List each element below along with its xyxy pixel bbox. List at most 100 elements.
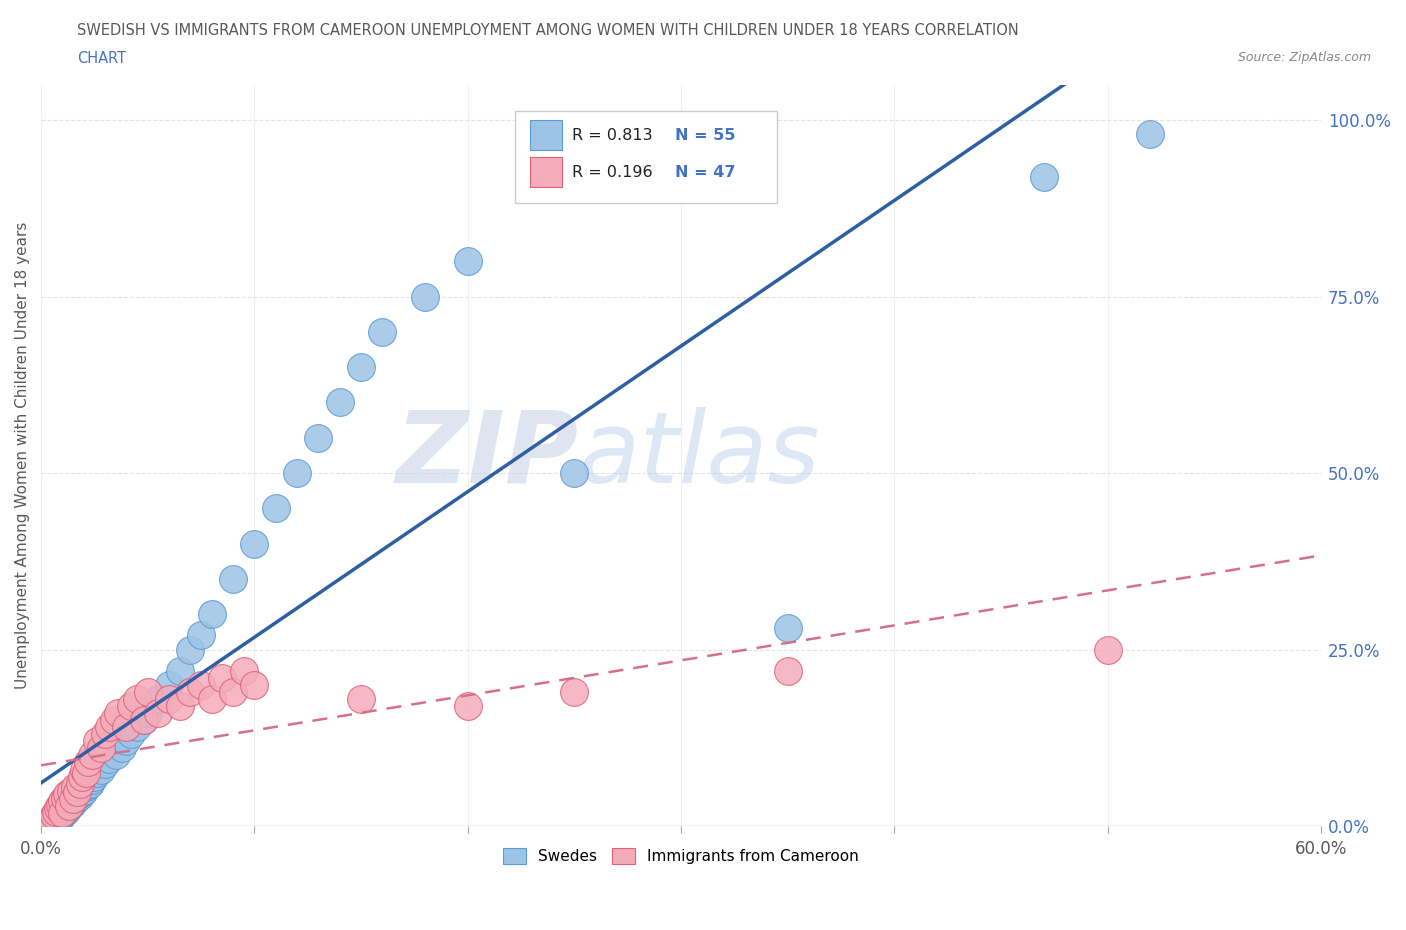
Point <box>98 720 121 735</box>
Point <box>222 571 245 586</box>
Point <box>46 801 69 816</box>
Point <box>1032 169 1054 184</box>
Legend: Swedes, Immigrants from Cameroon: Swedes, Immigrants from Cameroon <box>496 842 865 870</box>
Point <box>59 797 82 812</box>
Point <box>59 783 82 798</box>
Point <box>190 628 212 643</box>
Point <box>77 777 100 792</box>
Point <box>111 741 134 756</box>
Point <box>1097 642 1119 657</box>
Point <box>55 801 77 816</box>
Point <box>232 663 254 678</box>
Point <box>190 677 212 692</box>
Point <box>148 692 170 707</box>
FancyBboxPatch shape <box>530 157 562 187</box>
Point <box>120 698 142 713</box>
Text: CHART: CHART <box>77 51 127 66</box>
Point <box>83 769 105 784</box>
Point <box>243 677 266 692</box>
Point <box>66 785 89 800</box>
Text: SWEDISH VS IMMIGRANTS FROM CAMEROON UNEMPLOYMENT AMONG WOMEN WITH CHILDREN UNDER: SWEDISH VS IMMIGRANTS FROM CAMEROON UNEM… <box>77 23 1019 38</box>
Point <box>127 692 149 707</box>
Point <box>58 799 80 814</box>
Point <box>243 537 266 551</box>
Point <box>41 812 63 827</box>
Text: atlas: atlas <box>579 407 820 504</box>
Point <box>148 706 170 721</box>
Point <box>136 706 159 721</box>
Point <box>307 431 329 445</box>
Text: N = 47: N = 47 <box>675 165 735 179</box>
Point <box>62 794 84 809</box>
Point <box>49 810 72 825</box>
Point <box>70 785 93 800</box>
Point <box>285 466 308 481</box>
Point <box>264 501 287 516</box>
Point <box>120 727 142 742</box>
Point <box>94 727 117 742</box>
Point <box>82 748 104 763</box>
FancyBboxPatch shape <box>515 111 778 204</box>
Point <box>222 684 245 699</box>
Point <box>371 325 394 339</box>
Point <box>37 815 59 830</box>
Point <box>104 748 127 763</box>
Point <box>73 762 96 777</box>
Point <box>79 777 101 791</box>
Point <box>169 698 191 713</box>
Point <box>53 790 76 805</box>
Point <box>776 621 799 636</box>
Point <box>564 466 586 481</box>
Point <box>42 808 65 823</box>
Point <box>132 712 155 727</box>
Point <box>41 815 63 830</box>
Point <box>107 706 129 721</box>
Y-axis label: Unemployment Among Women with Children Under 18 years: Unemployment Among Women with Children U… <box>15 221 30 689</box>
Point <box>45 804 67 819</box>
Point <box>86 765 108 780</box>
Text: R = 0.196: R = 0.196 <box>572 165 652 179</box>
Point <box>58 799 80 814</box>
Point <box>1139 126 1161 141</box>
Point <box>51 808 73 823</box>
Point <box>73 783 96 798</box>
FancyBboxPatch shape <box>530 120 562 150</box>
Point <box>350 360 373 375</box>
Point <box>94 756 117 771</box>
Point <box>127 720 149 735</box>
Point <box>70 769 93 784</box>
Point <box>55 787 77 802</box>
Point <box>413 289 436 304</box>
Point <box>457 254 479 269</box>
Point <box>136 684 159 699</box>
Text: Source: ZipAtlas.com: Source: ZipAtlas.com <box>1237 51 1371 64</box>
Point <box>201 692 224 707</box>
Point <box>55 803 77 817</box>
Point <box>201 606 224 621</box>
Point <box>132 712 155 727</box>
Point <box>169 663 191 678</box>
Point <box>69 777 91 791</box>
Point <box>75 765 97 780</box>
Point <box>51 806 73 821</box>
Point <box>564 684 586 699</box>
Point <box>53 804 76 819</box>
Point <box>457 698 479 713</box>
Point <box>69 789 91 804</box>
Point <box>45 813 67 828</box>
Point <box>86 734 108 749</box>
Point <box>75 779 97 794</box>
Point <box>90 762 112 777</box>
Text: R = 0.813: R = 0.813 <box>572 127 652 142</box>
Point <box>157 677 180 692</box>
Point <box>62 791 84 806</box>
Point <box>65 791 87 806</box>
Text: ZIP: ZIP <box>395 407 579 504</box>
Point <box>211 671 233 685</box>
Point <box>49 797 72 812</box>
Point <box>157 692 180 707</box>
Point <box>66 790 89 805</box>
Point <box>115 734 138 749</box>
Point <box>82 773 104 788</box>
Point <box>46 812 69 827</box>
